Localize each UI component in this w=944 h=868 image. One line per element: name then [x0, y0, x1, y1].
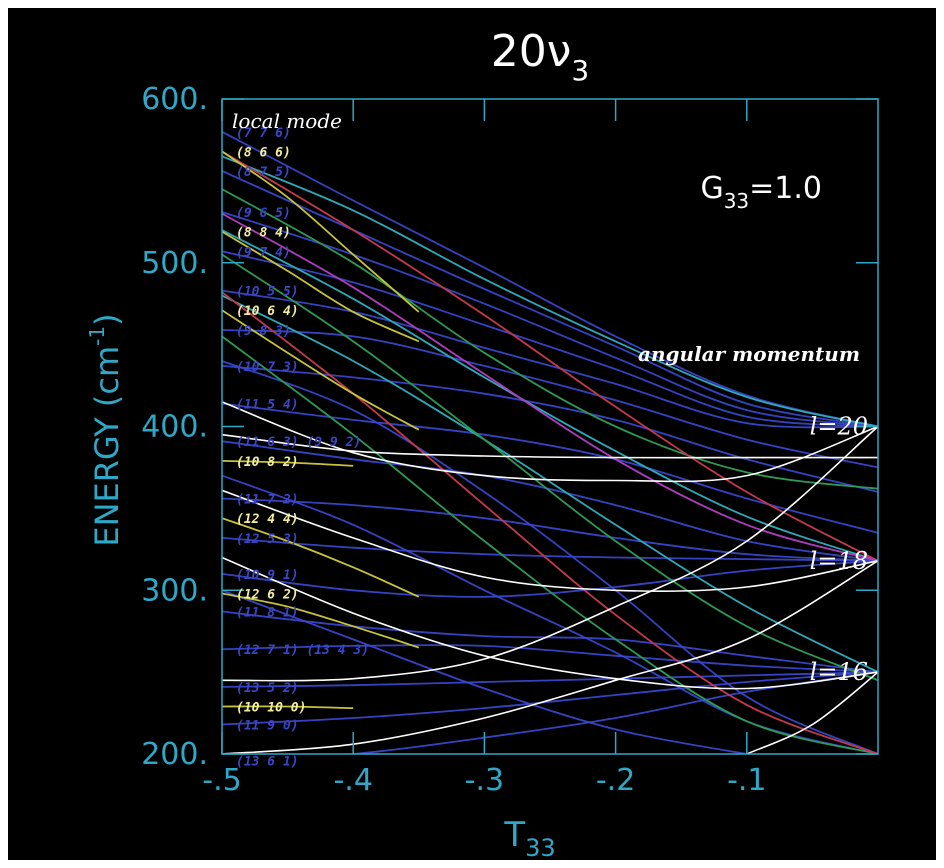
x-tick-label: -.1 [727, 763, 766, 798]
energy-curve-30 [222, 150, 420, 313]
state-label: (7 7 6) [236, 126, 291, 141]
y-tick-label: 500. [141, 246, 208, 281]
state-label: (8 7 5) [236, 165, 291, 180]
energy-curve-43 [746, 671, 878, 754]
state-label: (9 6 5) [236, 206, 291, 221]
energy-curve-29 [222, 212, 878, 562]
energy-curve-37 [222, 401, 878, 483]
state-label: (12 6 2) [236, 588, 299, 603]
y-tick-label: 400. [141, 410, 208, 445]
state-label: (10 6 4) [236, 304, 299, 319]
state-label: (13 6 1) [236, 755, 299, 770]
g33-param-value: =1.0 [749, 171, 822, 206]
state-label: (12 4 4) [236, 512, 299, 527]
state-label: (10 7 3) [236, 360, 299, 375]
energy-curve-14 [222, 644, 878, 673]
energy-curve-39 [222, 489, 878, 593]
y-tick-label: 600. [141, 82, 208, 117]
local-mode-heading: local mode [232, 109, 342, 133]
energy-curve-25 [222, 253, 878, 682]
y-axis-label: ENERGY (cm-1) [85, 313, 126, 546]
state-label: (10 10 0) [236, 701, 306, 716]
energy-curve-13 [222, 610, 878, 673]
x-tick-label: -.2 [596, 763, 635, 798]
x-tick-label: -.4 [333, 763, 372, 798]
state-label: (11 6 3) (9 9 2) [236, 435, 361, 450]
energy-curve-15 [222, 671, 878, 688]
y-tick-label: 200. [141, 737, 208, 772]
angular-momentum-label: l=16 [810, 658, 868, 686]
energy-curve-11 [222, 537, 878, 562]
chart-title-sub: 3 [571, 54, 589, 87]
energy-curve-27 [222, 150, 878, 562]
energy-curve-6 [222, 329, 878, 469]
energy-curve-36 [222, 705, 354, 709]
energy-curve-4 [222, 250, 878, 428]
chart-title-main: 20ν [491, 26, 572, 77]
state-label: (11 7 2) [236, 493, 299, 508]
energy-curve-2 [222, 170, 878, 428]
angular-momentum-heading: angular momentum [638, 342, 860, 366]
chart-background [8, 8, 936, 860]
angular-momentum-label: l=18 [810, 547, 868, 575]
energy-curve-23 [222, 294, 878, 673]
x-axis-label-main: T [503, 815, 525, 855]
energy-curve-5 [222, 289, 878, 429]
state-label: (13 5 2) [236, 681, 299, 696]
state-label: (8 6 6) [236, 145, 291, 160]
energy-curve-22 [222, 229, 878, 562]
energy-curve-33 [222, 460, 354, 467]
energy-curve-42 [222, 560, 878, 754]
energy-curve-7 [222, 365, 878, 493]
energy-curve-24 [222, 188, 878, 490]
state-label: (10 5 5) [236, 285, 299, 300]
energy-curve-1 [222, 131, 878, 428]
energy-curve-3 [222, 211, 878, 428]
energy-curve-10 [222, 497, 878, 562]
energy-curve-38 [222, 433, 878, 459]
x-axis-label-sub: 33 [525, 834, 556, 862]
energy-curve-20 [222, 589, 747, 754]
energy-curve-34 [222, 517, 420, 598]
energy-curve-28 [222, 291, 878, 754]
chart-title: 20ν3 [491, 26, 589, 87]
state-label: (10 9 1) [236, 568, 299, 583]
x-axis-label: T33 [503, 815, 555, 862]
state-label: (10 8 2) [236, 455, 299, 470]
angular-momentum-label: l=20 [810, 413, 868, 441]
g33-param-sub: 33 [724, 189, 749, 213]
energy-curve-31 [222, 230, 420, 343]
x-tick-label: -.5 [202, 763, 241, 798]
energy-curve-17 [341, 671, 878, 754]
energy-curve-35 [222, 592, 420, 649]
energy-curve-9 [222, 440, 878, 562]
y-tick-label: 300. [141, 573, 208, 608]
state-label: (9 8 3) [236, 324, 291, 339]
energy-curve-12 [222, 559, 878, 598]
energy-curve-26 [222, 335, 878, 754]
g33-param-main: G [700, 171, 723, 206]
state-label: (11 5 4) [236, 398, 299, 413]
state-label: (11 9 0) [236, 719, 299, 734]
energy-curve-16 [222, 671, 878, 726]
energy-curve-8 [222, 402, 878, 534]
state-label: (11 8 1) [236, 606, 299, 621]
y-axis-label-sup: -1 [85, 326, 109, 346]
energy-curve-40 [222, 556, 878, 690]
state-label: (9 7 4) [236, 245, 291, 260]
energy-curve-32 [222, 309, 420, 431]
energy-curve-21 [222, 155, 878, 428]
energy-curve-19 [222, 474, 878, 754]
energy-curve-41 [222, 425, 878, 682]
state-label: (12 5 3) [236, 532, 299, 547]
x-tick-label: -.3 [465, 763, 504, 798]
g33-parameter: G33=1.0 [700, 171, 822, 213]
energy-curve-18 [222, 360, 878, 754]
y-axis-label-main: ENERGY (cm [88, 346, 126, 547]
state-label: (12 7 1) (13 4 3) [236, 643, 369, 658]
state-label: (8 8 4) [236, 226, 291, 241]
y-axis-label-end: ) [88, 313, 126, 325]
